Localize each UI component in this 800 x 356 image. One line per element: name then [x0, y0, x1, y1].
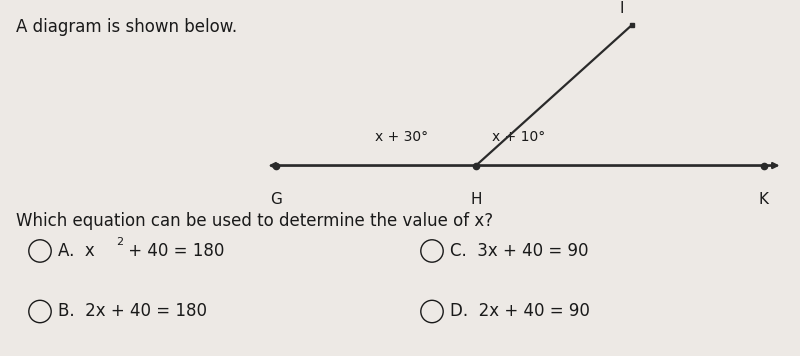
- Text: x + 30°: x + 30°: [375, 130, 428, 144]
- Text: + 40 = 180: + 40 = 180: [123, 242, 225, 260]
- Text: K: K: [759, 192, 769, 207]
- Text: I: I: [619, 1, 624, 16]
- Text: C.  3x + 40 = 90: C. 3x + 40 = 90: [450, 242, 588, 260]
- Text: A diagram is shown below.: A diagram is shown below.: [16, 18, 237, 36]
- Text: D.  2x + 40 = 90: D. 2x + 40 = 90: [450, 303, 590, 320]
- Text: A.  x: A. x: [58, 242, 94, 260]
- Text: G: G: [270, 192, 282, 207]
- Text: 2: 2: [116, 237, 123, 247]
- Text: x + 10°: x + 10°: [492, 130, 546, 144]
- Text: B.  2x + 40 = 180: B. 2x + 40 = 180: [58, 303, 206, 320]
- Text: H: H: [470, 192, 482, 207]
- Text: Which equation can be used to determine the value of x?: Which equation can be used to determine …: [16, 212, 493, 230]
